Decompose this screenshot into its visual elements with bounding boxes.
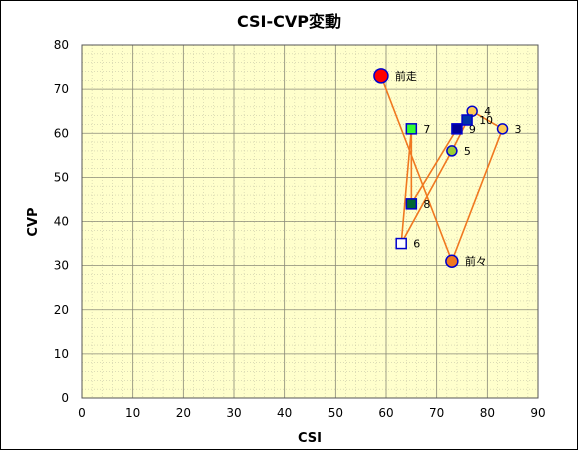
y-tick-label: 50 xyxy=(54,170,69,184)
data-point xyxy=(395,237,407,250)
data-point xyxy=(451,123,463,135)
y-tick-label: 70 xyxy=(54,82,69,96)
y-tick-label: 40 xyxy=(54,215,69,229)
y-tick-label: 0 xyxy=(61,391,69,405)
y-tick-label: 20 xyxy=(54,303,69,317)
data-label: 9 xyxy=(469,123,476,136)
data-point xyxy=(405,123,418,135)
x-tick-label: 20 xyxy=(176,406,191,420)
data-point xyxy=(445,254,459,268)
data-label: 7 xyxy=(423,123,430,136)
x-tick-label: 60 xyxy=(378,406,393,420)
y-tick-label: 10 xyxy=(54,347,69,361)
x-tick-label: 0 xyxy=(78,406,86,420)
data-point xyxy=(446,145,458,157)
data-point xyxy=(461,114,473,126)
data-label: 前走 xyxy=(395,69,417,83)
data-label: 10 xyxy=(479,114,493,127)
data-label: 3 xyxy=(515,123,522,136)
y-axis-label: CVP xyxy=(26,207,41,236)
plot-area: 0 10 20 30 40 50 60 70 80 90 0 10 20 30 40 50 60 70 80 前走前々… xyxy=(54,38,546,420)
data-point xyxy=(373,68,389,84)
x-axis-label: CSI xyxy=(298,431,322,446)
chart-title: CSI-CVP変動 xyxy=(237,12,341,31)
data-label: 5 xyxy=(464,145,471,158)
y-tick-label: 80 xyxy=(54,38,69,52)
x-tick-label: 70 xyxy=(429,406,444,420)
x-tick-label: 50 xyxy=(328,406,343,420)
x-tick-label: 40 xyxy=(277,406,292,420)
data-label: 6 xyxy=(413,238,420,251)
data-label: 4 xyxy=(484,105,491,118)
y-tick-label: 30 xyxy=(54,259,69,273)
x-tick-label: 10 xyxy=(125,406,140,420)
y-tick-label: 60 xyxy=(54,126,69,140)
series-line xyxy=(380,75,504,264)
plot-border xyxy=(81,44,539,399)
data-label: 8 xyxy=(423,198,430,211)
data-point xyxy=(496,123,509,135)
x-tick-label: 30 xyxy=(226,406,241,420)
x-tick-label: 80 xyxy=(480,406,495,420)
x-tick-label: 90 xyxy=(530,406,545,420)
data-point xyxy=(405,198,418,210)
data-label: 前々 xyxy=(465,254,487,268)
